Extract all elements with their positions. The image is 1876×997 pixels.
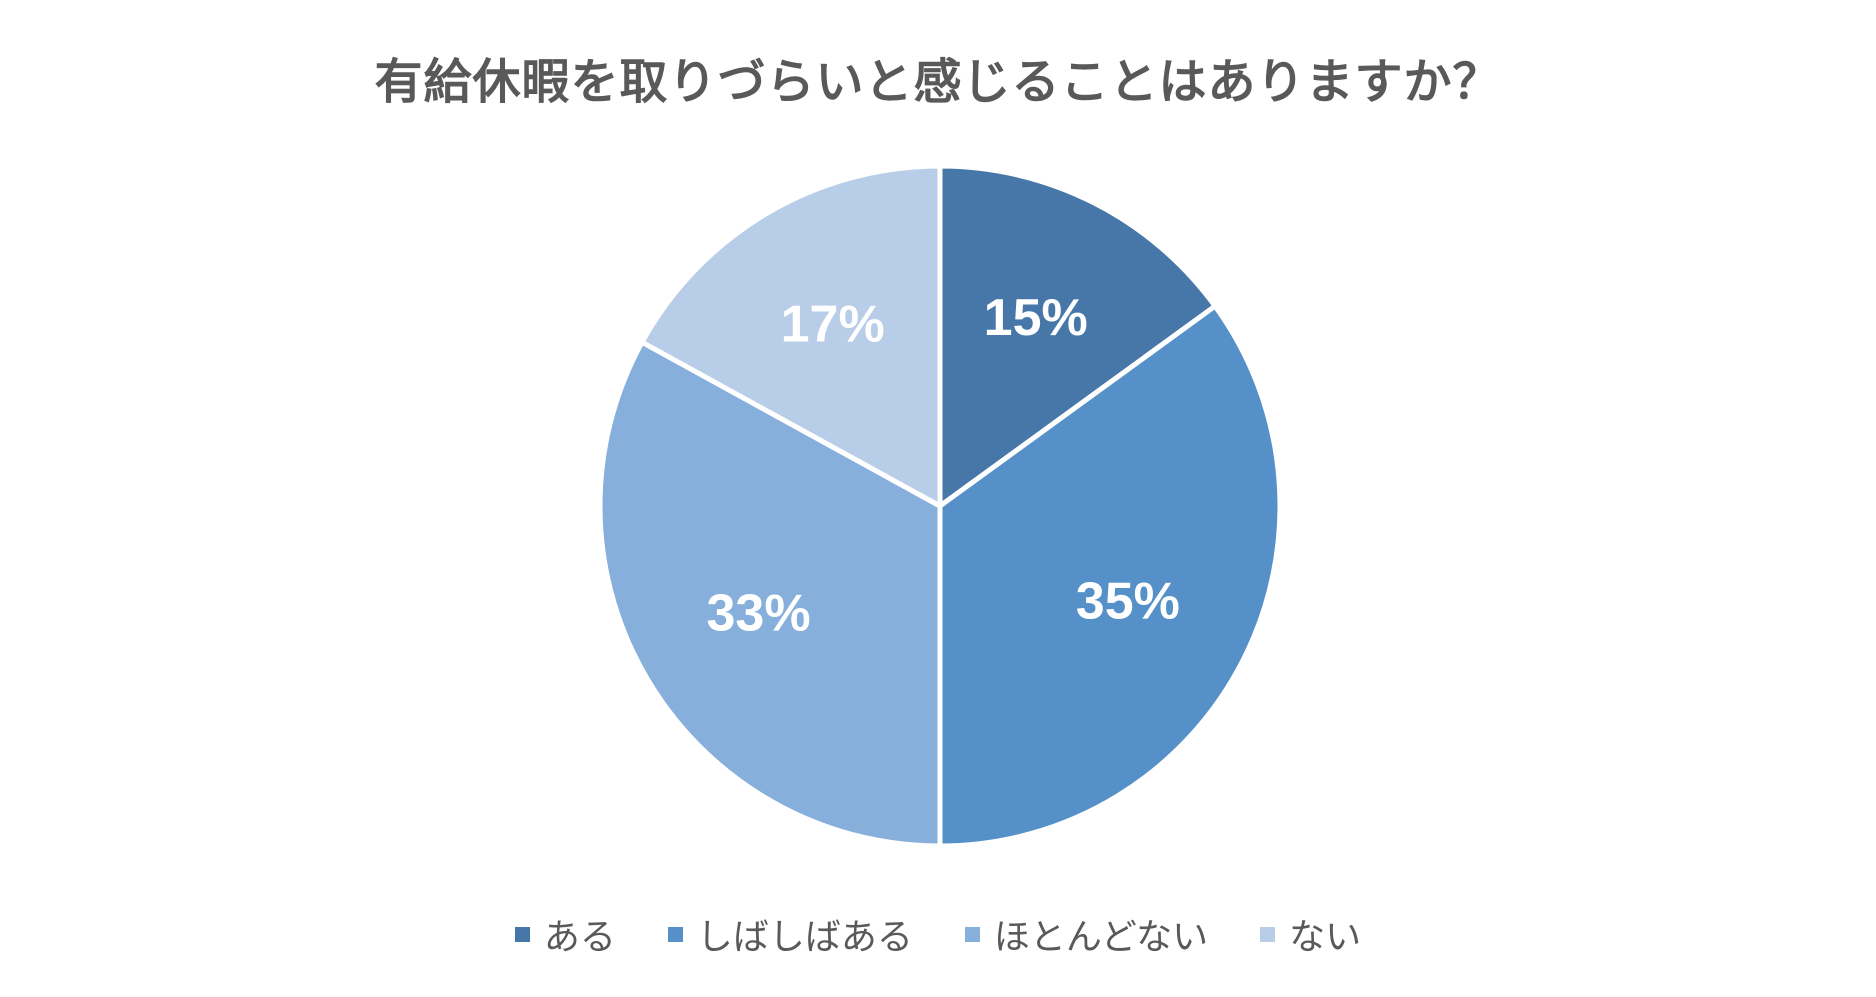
legend-label-4: ない — [1289, 917, 1362, 958]
data-label-1: 15% — [984, 289, 1088, 347]
pie-slice-3 — [597, 339, 943, 849]
legend-swatch-3 — [964, 926, 980, 942]
pie-slice-4 — [639, 163, 943, 509]
legend-item-1: ある — [514, 908, 616, 960]
pie-slice-2 — [937, 303, 1283, 849]
legend-label-2: しばしばある — [696, 917, 913, 958]
legend-swatch-1 — [514, 926, 530, 942]
data-label-3: 33% — [707, 584, 811, 642]
chart-title: 有給休暇を取りづらいと感じることはありますか？ — [374, 54, 1502, 110]
data-label-2: 35% — [1076, 573, 1180, 631]
legend-label-3: ほとんどない — [993, 917, 1209, 958]
legend-item-2: しばしばある — [667, 908, 913, 960]
legend-item-4: ない — [1260, 908, 1361, 960]
legend-swatch-2 — [667, 926, 683, 942]
legend-item-3: ほとんどない — [964, 908, 1209, 960]
data-label-4: 17% — [781, 296, 885, 354]
legend-swatch-4 — [1260, 926, 1276, 942]
pie-slice-1 — [937, 163, 1218, 509]
chart-legend: ある しばしばある ほとんどない ない — [0, 908, 1876, 960]
legend-label-1: ある — [543, 917, 616, 958]
